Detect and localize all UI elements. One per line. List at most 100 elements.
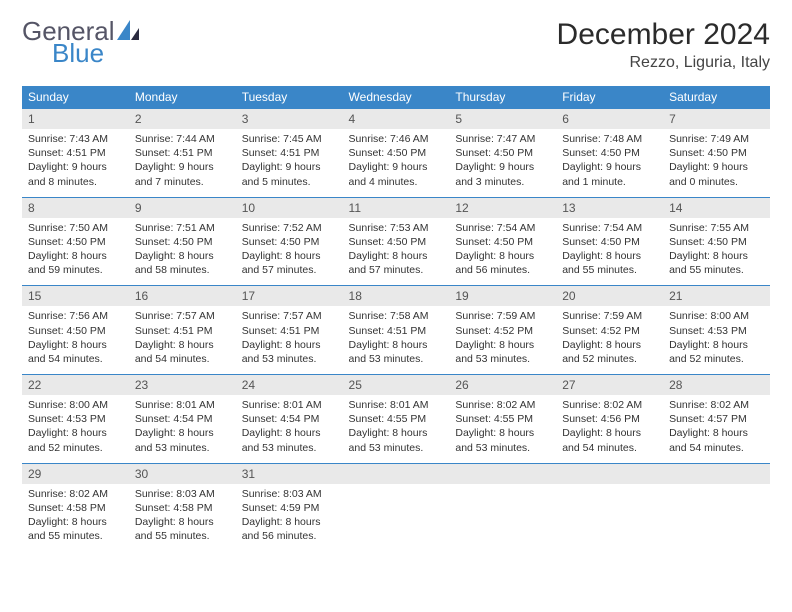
day-cell: 17Sunrise: 7:57 AMSunset: 4:51 PMDayligh… <box>236 285 343 374</box>
calendar-cell: 28Sunrise: 8:02 AMSunset: 4:57 PMDayligh… <box>663 374 770 463</box>
daylight-line-1: Daylight: 8 hours <box>242 426 337 440</box>
daylight-line-2: and 59 minutes. <box>28 263 123 277</box>
day-number: 21 <box>663 285 770 306</box>
calendar-row: 8Sunrise: 7:50 AMSunset: 4:50 PMDaylight… <box>22 197 770 286</box>
daylight-line-2: and 53 minutes. <box>349 352 444 366</box>
brand-logo: General Blue <box>22 18 139 66</box>
daylight-line-2: and 53 minutes. <box>455 441 550 455</box>
daylight-line-2: and 53 minutes. <box>455 352 550 366</box>
sunrise-line: Sunrise: 7:59 AM <box>455 309 550 323</box>
daylight-line-1: Daylight: 9 hours <box>349 160 444 174</box>
calendar-cell: 21Sunrise: 8:00 AMSunset: 4:53 PMDayligh… <box>663 285 770 374</box>
day-number: 17 <box>236 285 343 306</box>
sunset-line: Sunset: 4:50 PM <box>135 235 230 249</box>
calendar-cell: 29Sunrise: 8:02 AMSunset: 4:58 PMDayligh… <box>22 463 129 552</box>
weekday-header: Sunday <box>22 86 129 109</box>
location-text: Rezzo, Liguria, Italy <box>557 54 770 72</box>
daylight-line-2: and 53 minutes. <box>242 352 337 366</box>
daylight-line-1: Daylight: 8 hours <box>28 338 123 352</box>
daylight-line-1: Daylight: 8 hours <box>349 338 444 352</box>
sunset-line: Sunset: 4:52 PM <box>562 324 657 338</box>
calendar-cell: 22Sunrise: 8:00 AMSunset: 4:53 PMDayligh… <box>22 374 129 463</box>
sunset-line: Sunset: 4:51 PM <box>242 324 337 338</box>
daylight-line-2: and 0 minutes. <box>669 175 764 189</box>
calendar-cell: 16Sunrise: 7:57 AMSunset: 4:51 PMDayligh… <box>129 285 236 374</box>
day-cell: 15Sunrise: 7:56 AMSunset: 4:50 PMDayligh… <box>22 285 129 374</box>
weekday-header: Saturday <box>663 86 770 109</box>
weekday-header: Thursday <box>449 86 556 109</box>
day-number: 8 <box>22 197 129 218</box>
sunset-line: Sunset: 4:50 PM <box>242 235 337 249</box>
day-number: 31 <box>236 463 343 484</box>
daylight-line-1: Daylight: 9 hours <box>28 160 123 174</box>
sunrise-line: Sunrise: 7:49 AM <box>669 132 764 146</box>
sunset-line: Sunset: 4:50 PM <box>28 235 123 249</box>
sunrise-line: Sunrise: 7:57 AM <box>242 309 337 323</box>
calendar-table: Sunday Monday Tuesday Wednesday Thursday… <box>22 86 770 551</box>
daylight-line-1: Daylight: 8 hours <box>135 338 230 352</box>
weekday-header: Wednesday <box>343 86 450 109</box>
daylight-line-2: and 55 minutes. <box>562 263 657 277</box>
sunrise-line: Sunrise: 7:45 AM <box>242 132 337 146</box>
sunrise-line: Sunrise: 7:44 AM <box>135 132 230 146</box>
daylight-line-2: and 58 minutes. <box>135 263 230 277</box>
title-block: December 2024 Rezzo, Liguria, Italy <box>557 18 770 72</box>
sunrise-line: Sunrise: 7:48 AM <box>562 132 657 146</box>
daylight-line-2: and 54 minutes. <box>135 352 230 366</box>
sunrise-line: Sunrise: 7:51 AM <box>135 221 230 235</box>
calendar-cell: 13Sunrise: 7:54 AMSunset: 4:50 PMDayligh… <box>556 197 663 286</box>
daylight-line-1: Daylight: 8 hours <box>242 515 337 529</box>
calendar-cell <box>449 463 556 552</box>
daylight-line-1: Daylight: 8 hours <box>135 426 230 440</box>
daylight-line-1: Daylight: 8 hours <box>455 338 550 352</box>
day-number: 15 <box>22 285 129 306</box>
sunrise-line: Sunrise: 7:56 AM <box>28 309 123 323</box>
month-title: December 2024 <box>557 18 770 52</box>
day-number: 10 <box>236 197 343 218</box>
day-cell: 28Sunrise: 8:02 AMSunset: 4:57 PMDayligh… <box>663 374 770 463</box>
daylight-line-1: Daylight: 8 hours <box>135 515 230 529</box>
daylight-line-2: and 4 minutes. <box>349 175 444 189</box>
day-cell: 24Sunrise: 8:01 AMSunset: 4:54 PMDayligh… <box>236 374 343 463</box>
daylight-line-2: and 56 minutes. <box>455 263 550 277</box>
day-number: 29 <box>22 463 129 484</box>
day-cell: 7Sunrise: 7:49 AMSunset: 4:50 PMDaylight… <box>663 109 770 197</box>
sunrise-line: Sunrise: 7:54 AM <box>455 221 550 235</box>
daylight-line-2: and 1 minute. <box>562 175 657 189</box>
calendar-cell: 14Sunrise: 7:55 AMSunset: 4:50 PMDayligh… <box>663 197 770 286</box>
sunrise-line: Sunrise: 7:53 AM <box>349 221 444 235</box>
daylight-line-2: and 53 minutes. <box>242 441 337 455</box>
daylight-line-1: Daylight: 8 hours <box>562 249 657 263</box>
weekday-header-row: Sunday Monday Tuesday Wednesday Thursday… <box>22 86 770 109</box>
calendar-cell: 20Sunrise: 7:59 AMSunset: 4:52 PMDayligh… <box>556 285 663 374</box>
sunset-line: Sunset: 4:50 PM <box>562 146 657 160</box>
calendar-cell: 26Sunrise: 8:02 AMSunset: 4:55 PMDayligh… <box>449 374 556 463</box>
sunset-line: Sunset: 4:50 PM <box>455 235 550 249</box>
daylight-line-1: Daylight: 8 hours <box>349 426 444 440</box>
weekday-header: Friday <box>556 86 663 109</box>
calendar-cell: 31Sunrise: 8:03 AMSunset: 4:59 PMDayligh… <box>236 463 343 552</box>
calendar-cell: 17Sunrise: 7:57 AMSunset: 4:51 PMDayligh… <box>236 285 343 374</box>
daylight-line-2: and 52 minutes. <box>562 352 657 366</box>
day-number: 12 <box>449 197 556 218</box>
calendar-cell: 23Sunrise: 8:01 AMSunset: 4:54 PMDayligh… <box>129 374 236 463</box>
weekday-header: Tuesday <box>236 86 343 109</box>
calendar-cell: 8Sunrise: 7:50 AMSunset: 4:50 PMDaylight… <box>22 197 129 286</box>
day-number: 28 <box>663 374 770 395</box>
daylight-line-2: and 57 minutes. <box>242 263 337 277</box>
sunrise-line: Sunrise: 8:02 AM <box>455 398 550 412</box>
sunrise-line: Sunrise: 7:52 AM <box>242 221 337 235</box>
sunrise-line: Sunrise: 8:01 AM <box>135 398 230 412</box>
day-number: 13 <box>556 197 663 218</box>
daylight-line-1: Daylight: 8 hours <box>349 249 444 263</box>
sunrise-line: Sunrise: 7:54 AM <box>562 221 657 235</box>
sunset-line: Sunset: 4:51 PM <box>349 324 444 338</box>
sunrise-line: Sunrise: 7:57 AM <box>135 309 230 323</box>
daylight-line-1: Daylight: 8 hours <box>562 338 657 352</box>
daylight-line-1: Daylight: 8 hours <box>455 426 550 440</box>
day-cell: 10Sunrise: 7:52 AMSunset: 4:50 PMDayligh… <box>236 197 343 286</box>
day-number: 30 <box>129 463 236 484</box>
daylight-line-2: and 52 minutes. <box>28 441 123 455</box>
empty-day-bar <box>663 463 770 484</box>
daylight-line-1: Daylight: 9 hours <box>242 160 337 174</box>
